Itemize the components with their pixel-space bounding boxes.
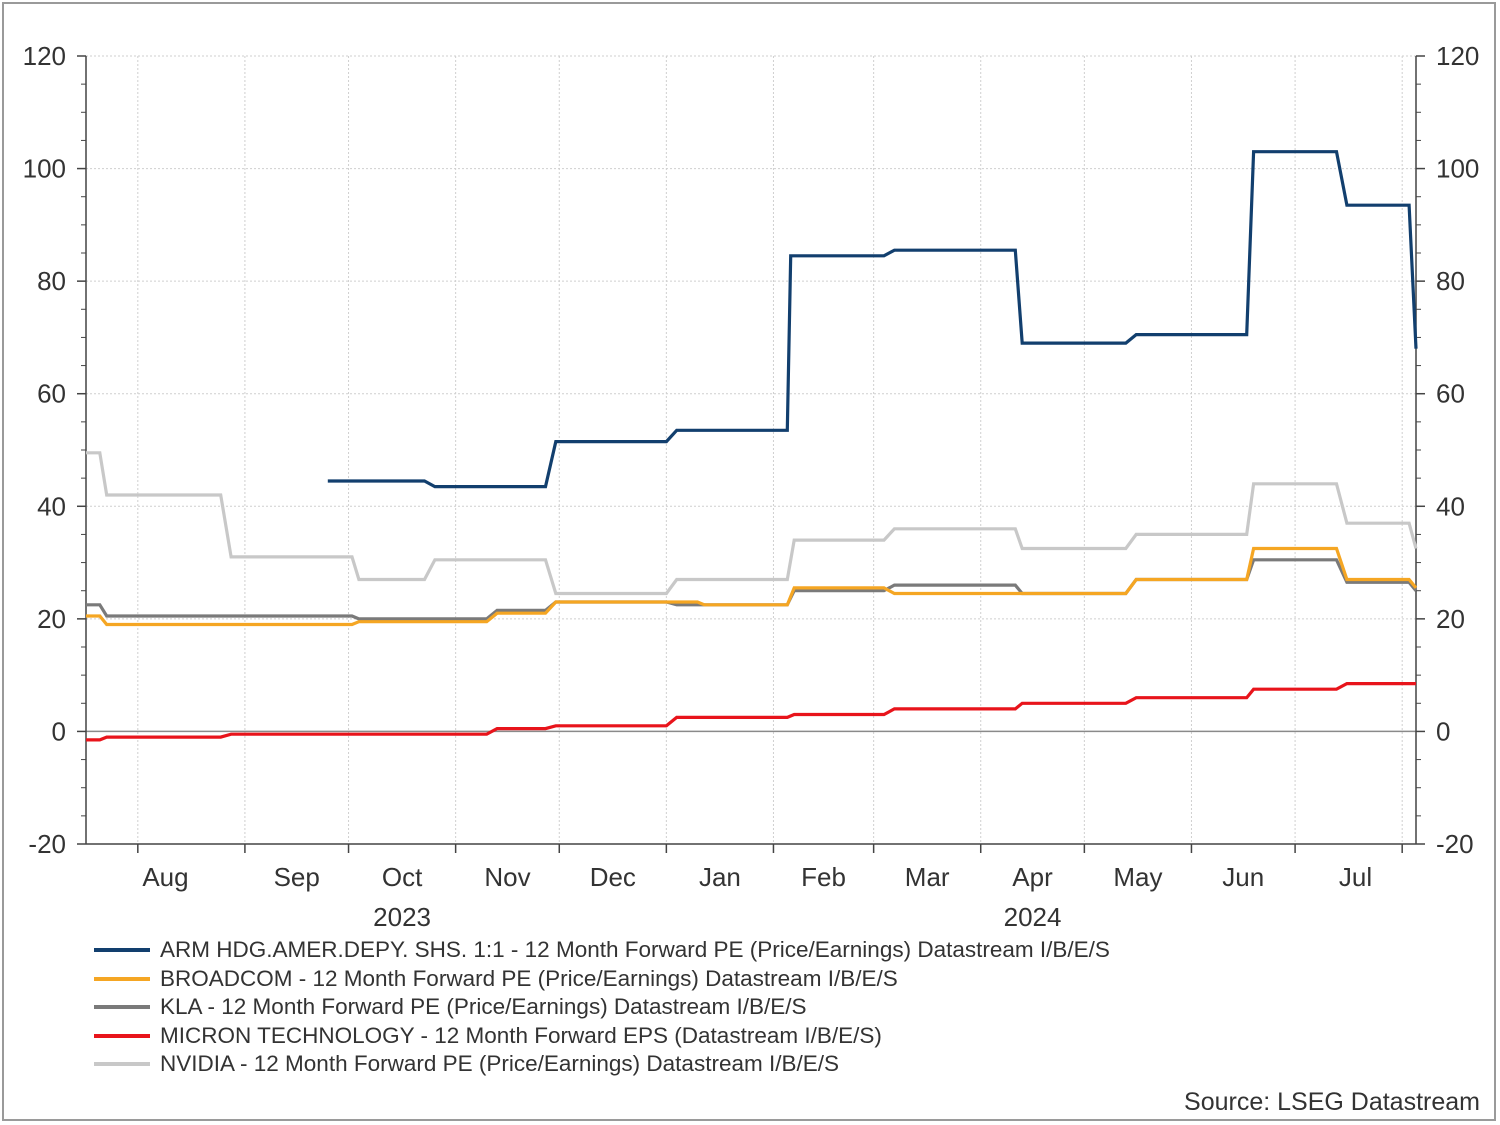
grid — [86, 55, 1416, 845]
source-note: Source: LSEG Datastream — [1184, 1088, 1480, 1116]
x-tick-label: Dec — [590, 862, 636, 892]
legend-label-nvidia: NVIDIA - 12 Month Forward PE (Price/Earn… — [160, 1051, 839, 1077]
y-tick-label-left: 100 — [23, 154, 66, 184]
y-tick-label-right: 40 — [1436, 491, 1465, 521]
legend-label-micron: MICRON TECHNOLOGY - 12 Month Forward EPS… — [160, 1022, 882, 1048]
series-line-nvidia — [86, 451, 1418, 596]
legend-swatch-broadcom — [94, 976, 150, 981]
year-label: 2024 — [1004, 902, 1062, 932]
x-tick-label: Nov — [484, 862, 530, 892]
x-tick-label: Sep — [274, 862, 320, 892]
x-tick-label: Aug — [142, 862, 188, 892]
y-tick-label-left: 0 — [52, 716, 66, 746]
y-tick-label-left: 20 — [37, 604, 66, 634]
x-tick-label: Oct — [382, 862, 423, 892]
y-tick-label-right: 0 — [1436, 716, 1450, 746]
legend-item-micron: MICRON TECHNOLOGY - 12 Month Forward EPS… — [94, 1022, 1110, 1051]
legend-label-broadcom: BROADCOM - 12 Month Forward PE (Price/Ea… — [160, 965, 898, 991]
x-tick-label: May — [1113, 862, 1162, 892]
y-tick-label-left: -20 — [28, 829, 66, 859]
y-tick-label-right: 60 — [1436, 379, 1465, 409]
series-line-broadcom — [86, 546, 1418, 627]
legend-label-kla: KLA - 12 Month Forward PE (Price/Earning… — [160, 994, 807, 1020]
y-tick-label-right: 120 — [1436, 41, 1479, 71]
y-tick-label-right: -20 — [1436, 829, 1474, 859]
y-tick-label-left: 80 — [37, 266, 66, 296]
x-tick-label: Feb — [801, 862, 846, 892]
legend-item-arm: ARM HDG.AMER.DEPY. SHS. 1:1 - 12 Month F… — [94, 936, 1110, 965]
x-tick-label: Apr — [1012, 862, 1053, 892]
legend-label-arm: ARM HDG.AMER.DEPY. SHS. 1:1 - 12 Month F… — [160, 937, 1110, 963]
series-line-micron — [86, 682, 1416, 742]
y-tick-label-left: 120 — [23, 41, 66, 71]
legend-swatch-arm — [94, 948, 150, 953]
series-line-arm — [327, 150, 1418, 489]
legend-item-nvidia: NVIDIA - 12 Month Forward PE (Price/Earn… — [94, 1050, 1110, 1079]
series-line-kla — [86, 558, 1418, 621]
x-tick-label: Jun — [1222, 862, 1264, 892]
x-tick-label: Jan — [699, 862, 741, 892]
year-label: 2023 — [373, 902, 431, 932]
x-tick-label: Jul — [1339, 862, 1372, 892]
legend-item-broadcom: BROADCOM - 12 Month Forward PE (Price/Ea… — [94, 965, 1110, 994]
y-tick-label-right: 100 — [1436, 154, 1479, 184]
y-tick-label-right: 20 — [1436, 604, 1465, 634]
legend: ARM HDG.AMER.DEPY. SHS. 1:1 - 12 Month F… — [94, 936, 1110, 1079]
legend-swatch-nvidia — [94, 1062, 150, 1067]
x-tick-label: Mar — [905, 862, 950, 892]
series-lines — [86, 150, 1418, 742]
legend-item-kla: KLA - 12 Month Forward PE (Price/Earning… — [94, 993, 1110, 1022]
legend-swatch-micron — [94, 1033, 150, 1038]
y-tick-label-right: 80 — [1436, 266, 1465, 296]
y-tick-label-left: 40 — [37, 491, 66, 521]
axes: -20 -20 0 0 20 20 40 40 60 60 80 80 100 100 120 120 Aug S… — [23, 41, 1480, 932]
y-tick-label-left: 60 — [37, 379, 66, 409]
legend-swatch-kla — [94, 1005, 150, 1010]
